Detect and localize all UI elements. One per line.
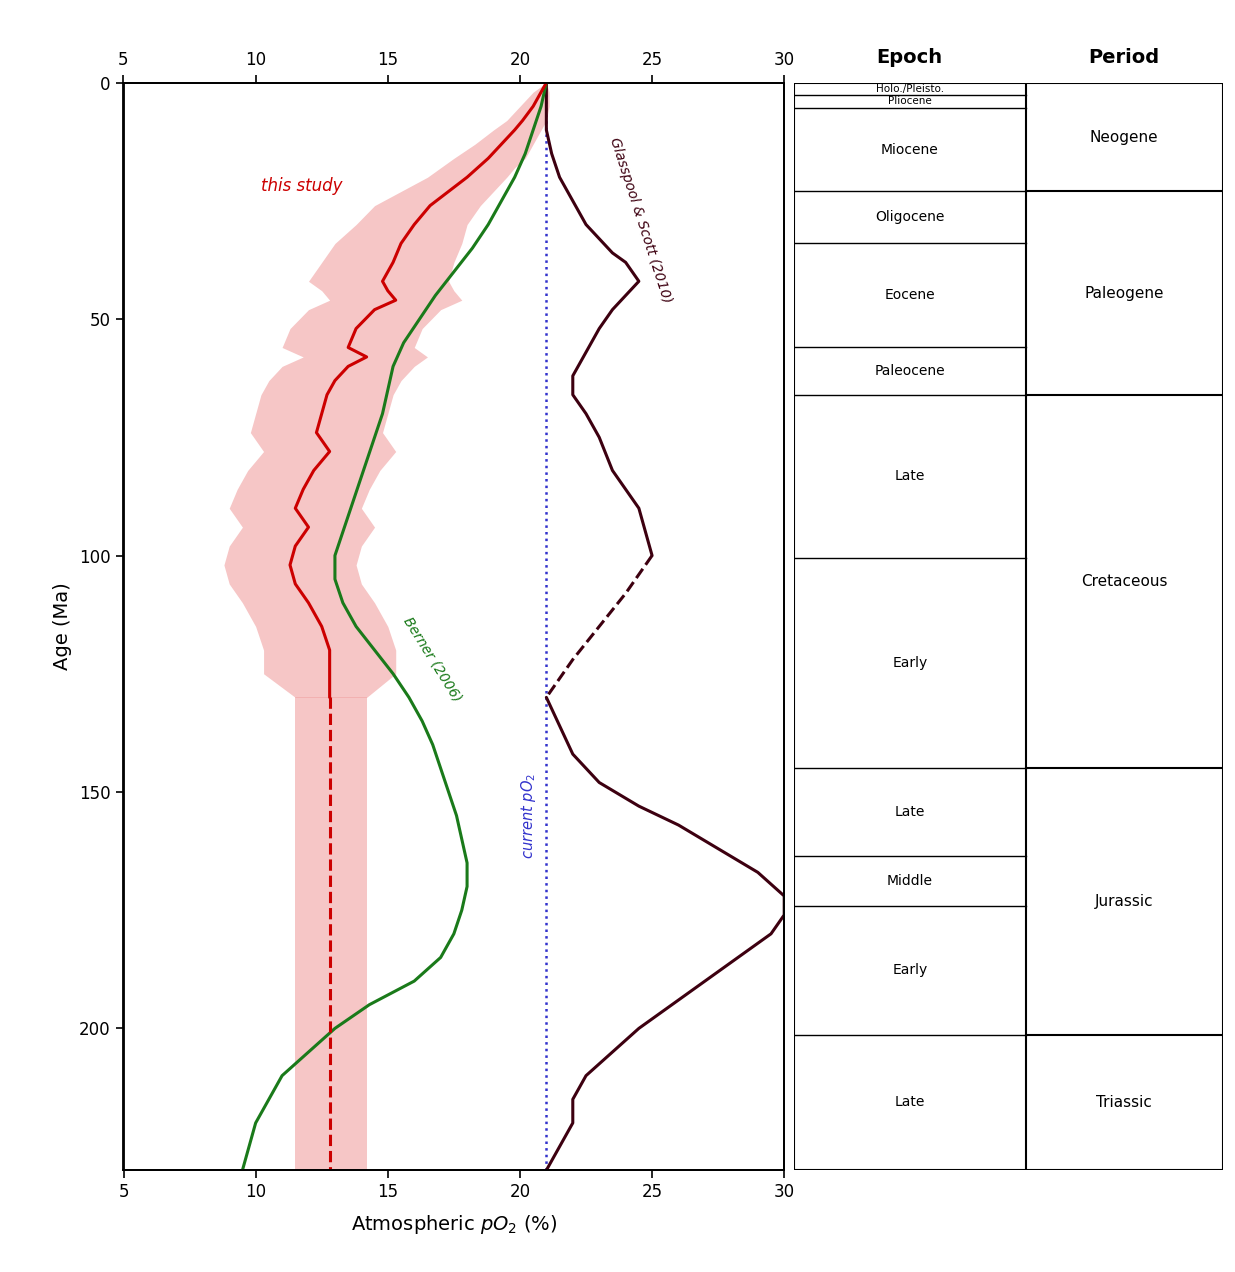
Text: Paleogene: Paleogene	[1084, 286, 1163, 300]
Text: Late: Late	[894, 1095, 925, 1109]
Text: Neogene: Neogene	[1089, 130, 1158, 145]
Y-axis label: Age (Ma): Age (Ma)	[53, 583, 72, 670]
Text: Paleocene: Paleocene	[874, 364, 945, 378]
Text: Late: Late	[894, 469, 925, 483]
Text: Glasspool & Scott (2010): Glasspool & Scott (2010)	[608, 136, 674, 305]
Text: Late: Late	[894, 805, 925, 819]
Text: Jurassic: Jurassic	[1094, 894, 1153, 909]
Text: Cretaceous: Cretaceous	[1081, 574, 1167, 589]
Text: Epoch: Epoch	[877, 48, 942, 67]
Text: Oligocene: Oligocene	[876, 210, 945, 224]
Text: Early: Early	[892, 656, 927, 670]
Text: Eocene: Eocene	[884, 287, 935, 301]
Text: Holo./Pleisto.: Holo./Pleisto.	[876, 84, 944, 94]
Text: Middle: Middle	[887, 874, 932, 888]
Text: Triassic: Triassic	[1097, 1095, 1152, 1110]
Text: Early: Early	[892, 963, 927, 977]
Text: Pliocene: Pliocene	[888, 97, 931, 107]
Text: Miocene: Miocene	[881, 142, 939, 156]
Text: this study: this study	[261, 177, 342, 196]
Text: Berner (2006): Berner (2006)	[401, 614, 464, 705]
Text: current $pO_2$: current $pO_2$	[520, 772, 538, 859]
Text: Period: Period	[1088, 48, 1160, 67]
X-axis label: Atmospheric $pO_2$ (%): Atmospheric $pO_2$ (%)	[351, 1212, 557, 1235]
